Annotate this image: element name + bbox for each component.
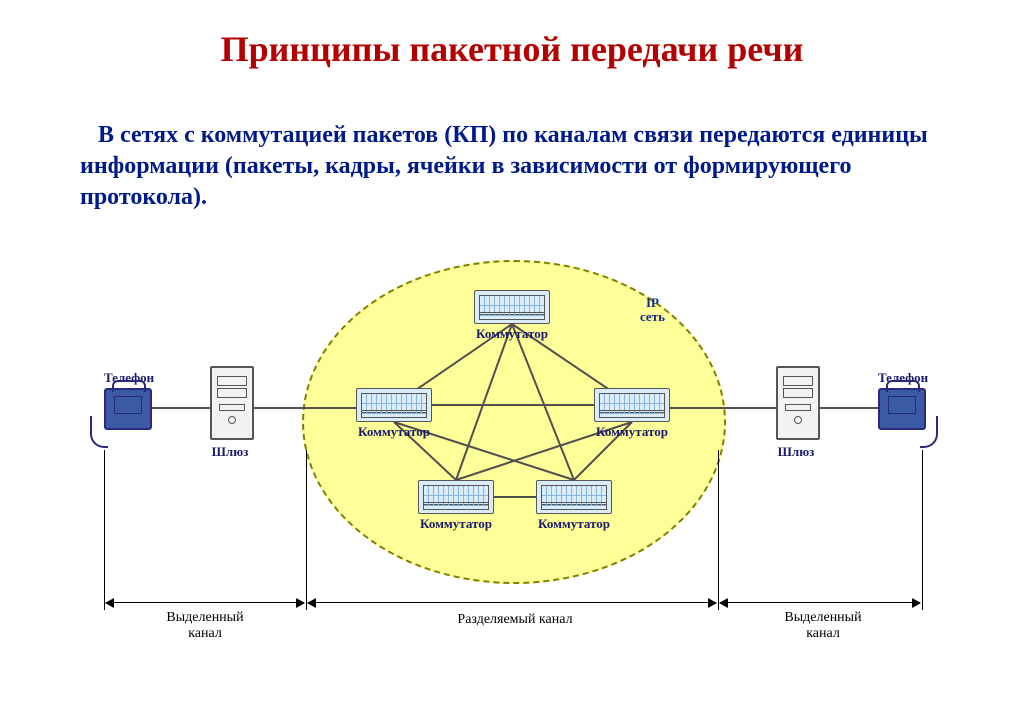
telephone-left: Телефон (104, 388, 152, 430)
dim-label-line2: канал (768, 626, 878, 642)
gateway-right: Шлюз (776, 366, 820, 460)
dim-label-line1: Выделенный (150, 610, 260, 626)
commutator-label: Коммутатор (474, 326, 550, 342)
commutator-right: Коммутатор (594, 388, 670, 440)
dim-line-center (308, 602, 716, 603)
gateway-left: Шлюз (210, 366, 254, 460)
body-paragraph: В сетях с коммутацией пакетов (КП) по ка… (80, 120, 944, 214)
commutator-left: Коммутатор (356, 388, 432, 440)
commutator-label: Коммутатор (418, 516, 494, 532)
dim-tick (922, 450, 923, 610)
commutator-label: Коммутатор (356, 424, 432, 440)
dim-label-left: Выделенный канал (150, 610, 260, 642)
dim-label-line2: канал (150, 626, 260, 642)
commutator-bottom-left: Коммутатор (418, 480, 494, 532)
dim-tick (306, 450, 307, 610)
dim-line-left (106, 602, 304, 603)
telephone-right: Телефон (878, 388, 926, 430)
body-first-line: В сетях с коммутацией пакетов (КП) по ка… (98, 122, 693, 148)
commutator-bottom-right: Коммутатор (536, 480, 612, 532)
gateway-label: Шлюз (210, 444, 250, 460)
dim-label-line1: Разделяемый канал (440, 612, 590, 628)
commutator-top: Коммутатор (474, 290, 550, 342)
dim-tick (718, 450, 719, 610)
dim-label-right: Выделенный канал (768, 610, 878, 642)
dim-tick (104, 450, 105, 610)
dim-label-center: Разделяемый канал (440, 612, 590, 628)
dim-line-right (720, 602, 920, 603)
slide-title: Принципы пакетной передачи речи (60, 28, 964, 70)
gateway-label: Шлюз (776, 444, 816, 460)
commutator-label: Коммутатор (536, 516, 612, 532)
commutator-label: Коммутатор (594, 424, 670, 440)
slide: Принципы пакетной передачи речи В сетях … (0, 0, 1024, 720)
dim-label-line1: Выделенный (768, 610, 878, 626)
network-diagram: IP сеть (60, 250, 964, 670)
